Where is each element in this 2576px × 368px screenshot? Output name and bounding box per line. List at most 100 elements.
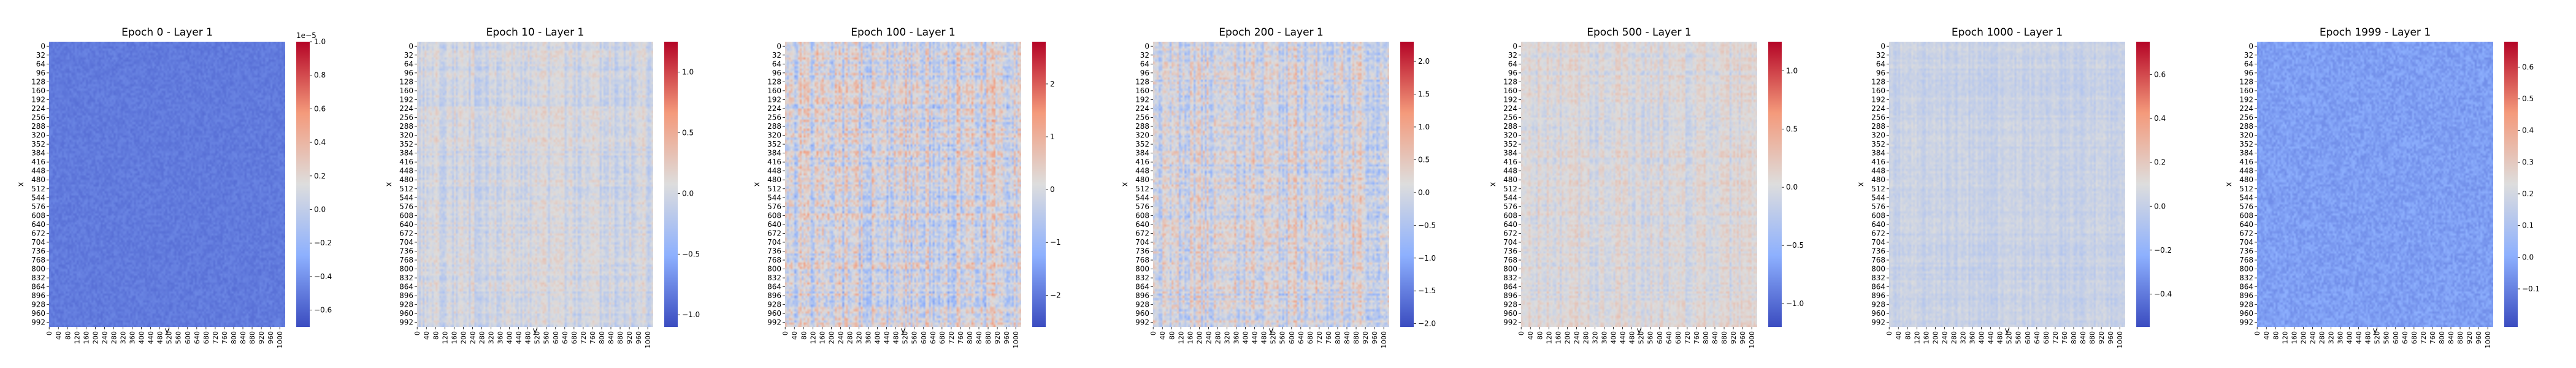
x-tick-label: 0 xyxy=(1149,331,1157,335)
colorbar-tick-label: −0.2 xyxy=(314,239,332,247)
heatmap-cells xyxy=(2257,42,2493,327)
x-tick-label: 760 xyxy=(221,331,229,344)
heatmap-cells xyxy=(785,42,1021,327)
y-tick-label: 224 xyxy=(1135,104,1149,113)
y-tick-label: 768 xyxy=(31,256,45,264)
y-tick-label: 288 xyxy=(1135,122,1149,131)
x-tick-label: 760 xyxy=(1325,331,1333,344)
colorbar-tick-label: 0 xyxy=(1050,185,1055,194)
x-tick-label: 200 xyxy=(459,331,467,344)
colorbar-tick-label: 1.0 xyxy=(1418,123,1430,131)
colorbar-tick-label: −1.0 xyxy=(1786,299,1804,308)
x-tick-label: 680 xyxy=(1674,331,1682,344)
y-tick-label: 672 xyxy=(2239,229,2253,237)
y-axis-label: x xyxy=(1489,182,1498,186)
y-tick-label: 448 xyxy=(767,167,781,175)
y-tick-label: 768 xyxy=(2239,256,2253,264)
y-tick-label: 992 xyxy=(1135,318,1149,327)
y-tick-label: 864 xyxy=(767,283,781,291)
x-tick-label: 520 xyxy=(166,331,174,344)
colorbar-tick-label: −0.4 xyxy=(2154,289,2172,298)
colorbar-tick-label: −0.5 xyxy=(1786,241,1804,250)
colorbar-tick-label: −2 xyxy=(1050,291,1061,299)
x-tick-label: 320 xyxy=(120,331,128,344)
x-tick-label: 480 xyxy=(1996,331,2004,344)
y-axis: 0326496128160192224256288320352384416448… xyxy=(1503,42,1521,327)
x-tick-label: 400 xyxy=(1242,331,1250,344)
x-tick-label: 640 xyxy=(193,331,201,344)
x-tick-label: 400 xyxy=(2346,331,2354,344)
y-tick-label: 352 xyxy=(1871,140,1885,148)
x-tick-label: 840 xyxy=(239,331,247,344)
colorbar-tick-label: 0.2 xyxy=(2522,190,2534,198)
y-tick-label: 128 xyxy=(767,77,781,86)
y-axis-label: x xyxy=(753,182,762,186)
y-tick-label: 32 xyxy=(1140,51,1149,59)
y-tick-label: 224 xyxy=(2239,104,2253,113)
x-tick-label: 160 xyxy=(1922,331,1930,344)
y-tick-label: 320 xyxy=(1135,131,1149,140)
x-tick-label: 480 xyxy=(524,331,532,344)
x-tick-label: 960 xyxy=(1739,331,1747,344)
x-tick-label: 920 xyxy=(2466,331,2474,344)
x-tick-label: 640 xyxy=(1297,331,1305,344)
x-tick-label: 800 xyxy=(2438,331,2446,344)
colorbar-tick-label: 0.8 xyxy=(314,71,326,80)
y-tick-label: 928 xyxy=(1871,301,1885,309)
x-tick-label: 720 xyxy=(2420,331,2428,344)
y-tick-label: 992 xyxy=(767,318,781,327)
x-axis-label: y xyxy=(1269,326,1274,335)
x-axis-label: y xyxy=(533,326,538,335)
y-tick-label: 928 xyxy=(1135,301,1149,309)
y-axis-label: x xyxy=(385,182,394,186)
x-tick-label: 0 xyxy=(781,331,789,335)
x-tick-label: 440 xyxy=(515,331,523,344)
y-tick-label: 736 xyxy=(1135,247,1149,255)
x-tick-label: 480 xyxy=(1260,331,1268,344)
y-tick-label: 416 xyxy=(1503,158,1517,166)
x-tick-label: 440 xyxy=(883,331,891,344)
colorbar-tick-label: −0.6 xyxy=(314,306,332,315)
colorbar xyxy=(2504,42,2518,327)
y-tick-label: 672 xyxy=(1503,229,1517,237)
x-tick-label: 1000 xyxy=(1012,331,1020,348)
x-tick-label: 560 xyxy=(175,331,183,344)
y-tick-label: 992 xyxy=(1503,318,1517,327)
x-tick-label: 40 xyxy=(55,331,63,340)
y-tick-label: 640 xyxy=(1871,220,1885,229)
y-tick-label: 608 xyxy=(31,211,45,220)
y-tick-label: 320 xyxy=(1871,131,1885,140)
x-tick-label: 560 xyxy=(543,331,551,344)
y-tick-label: 224 xyxy=(399,104,413,113)
heatmap-cells xyxy=(417,42,653,327)
y-tick-label: 992 xyxy=(1871,318,1885,327)
y-tick-label: 704 xyxy=(1135,238,1149,247)
y-tick-label: 32 xyxy=(772,51,781,59)
y-tick-label: 800 xyxy=(1871,265,1885,274)
y-tick-label: 288 xyxy=(767,122,781,131)
y-tick-label: 352 xyxy=(399,140,413,148)
colorbar-tick-label: 1 xyxy=(1050,132,1055,141)
x-tick-label: 200 xyxy=(1931,331,1939,344)
x-tick-label: 960 xyxy=(2107,331,2115,344)
x-tick-label: 320 xyxy=(2328,331,2336,344)
y-tick-label: 896 xyxy=(1503,291,1517,300)
x-tick-label: 680 xyxy=(938,331,946,344)
panel-title: Epoch 1000 - Layer 1 xyxy=(1952,26,2063,39)
y-tick-label: 864 xyxy=(1135,283,1149,291)
x-axis: 0 40 80 120 160 200 240 280 320 360 400 440 480 520 56… xyxy=(1885,327,2124,348)
y-tick-label: 256 xyxy=(767,113,781,122)
x-tick-label: 520 xyxy=(1270,331,1278,344)
y-tick-label: 480 xyxy=(1503,175,1517,184)
y-tick-label: 96 xyxy=(36,69,45,77)
colorbar-axis: −0.4 −0.2 0.0 0.2 0.4 0.6 xyxy=(2150,71,2172,298)
x-tick-label: 840 xyxy=(2447,331,2455,344)
colorbar-tick-label: −0.2 xyxy=(2154,246,2172,255)
colorbar-axis: −0.6 −0.4 −0.2 0.0 0.2 0.4 0.6 0.8 1.0 xyxy=(310,37,332,315)
x-tick-label: 0 xyxy=(45,331,53,335)
x-tick-label: 760 xyxy=(1693,331,1701,344)
y-tick-label: 736 xyxy=(1871,247,1885,255)
y-tick-label: 800 xyxy=(1503,265,1517,274)
x-tick-label: 120 xyxy=(1913,331,1921,344)
x-tick-label: 640 xyxy=(561,331,569,344)
